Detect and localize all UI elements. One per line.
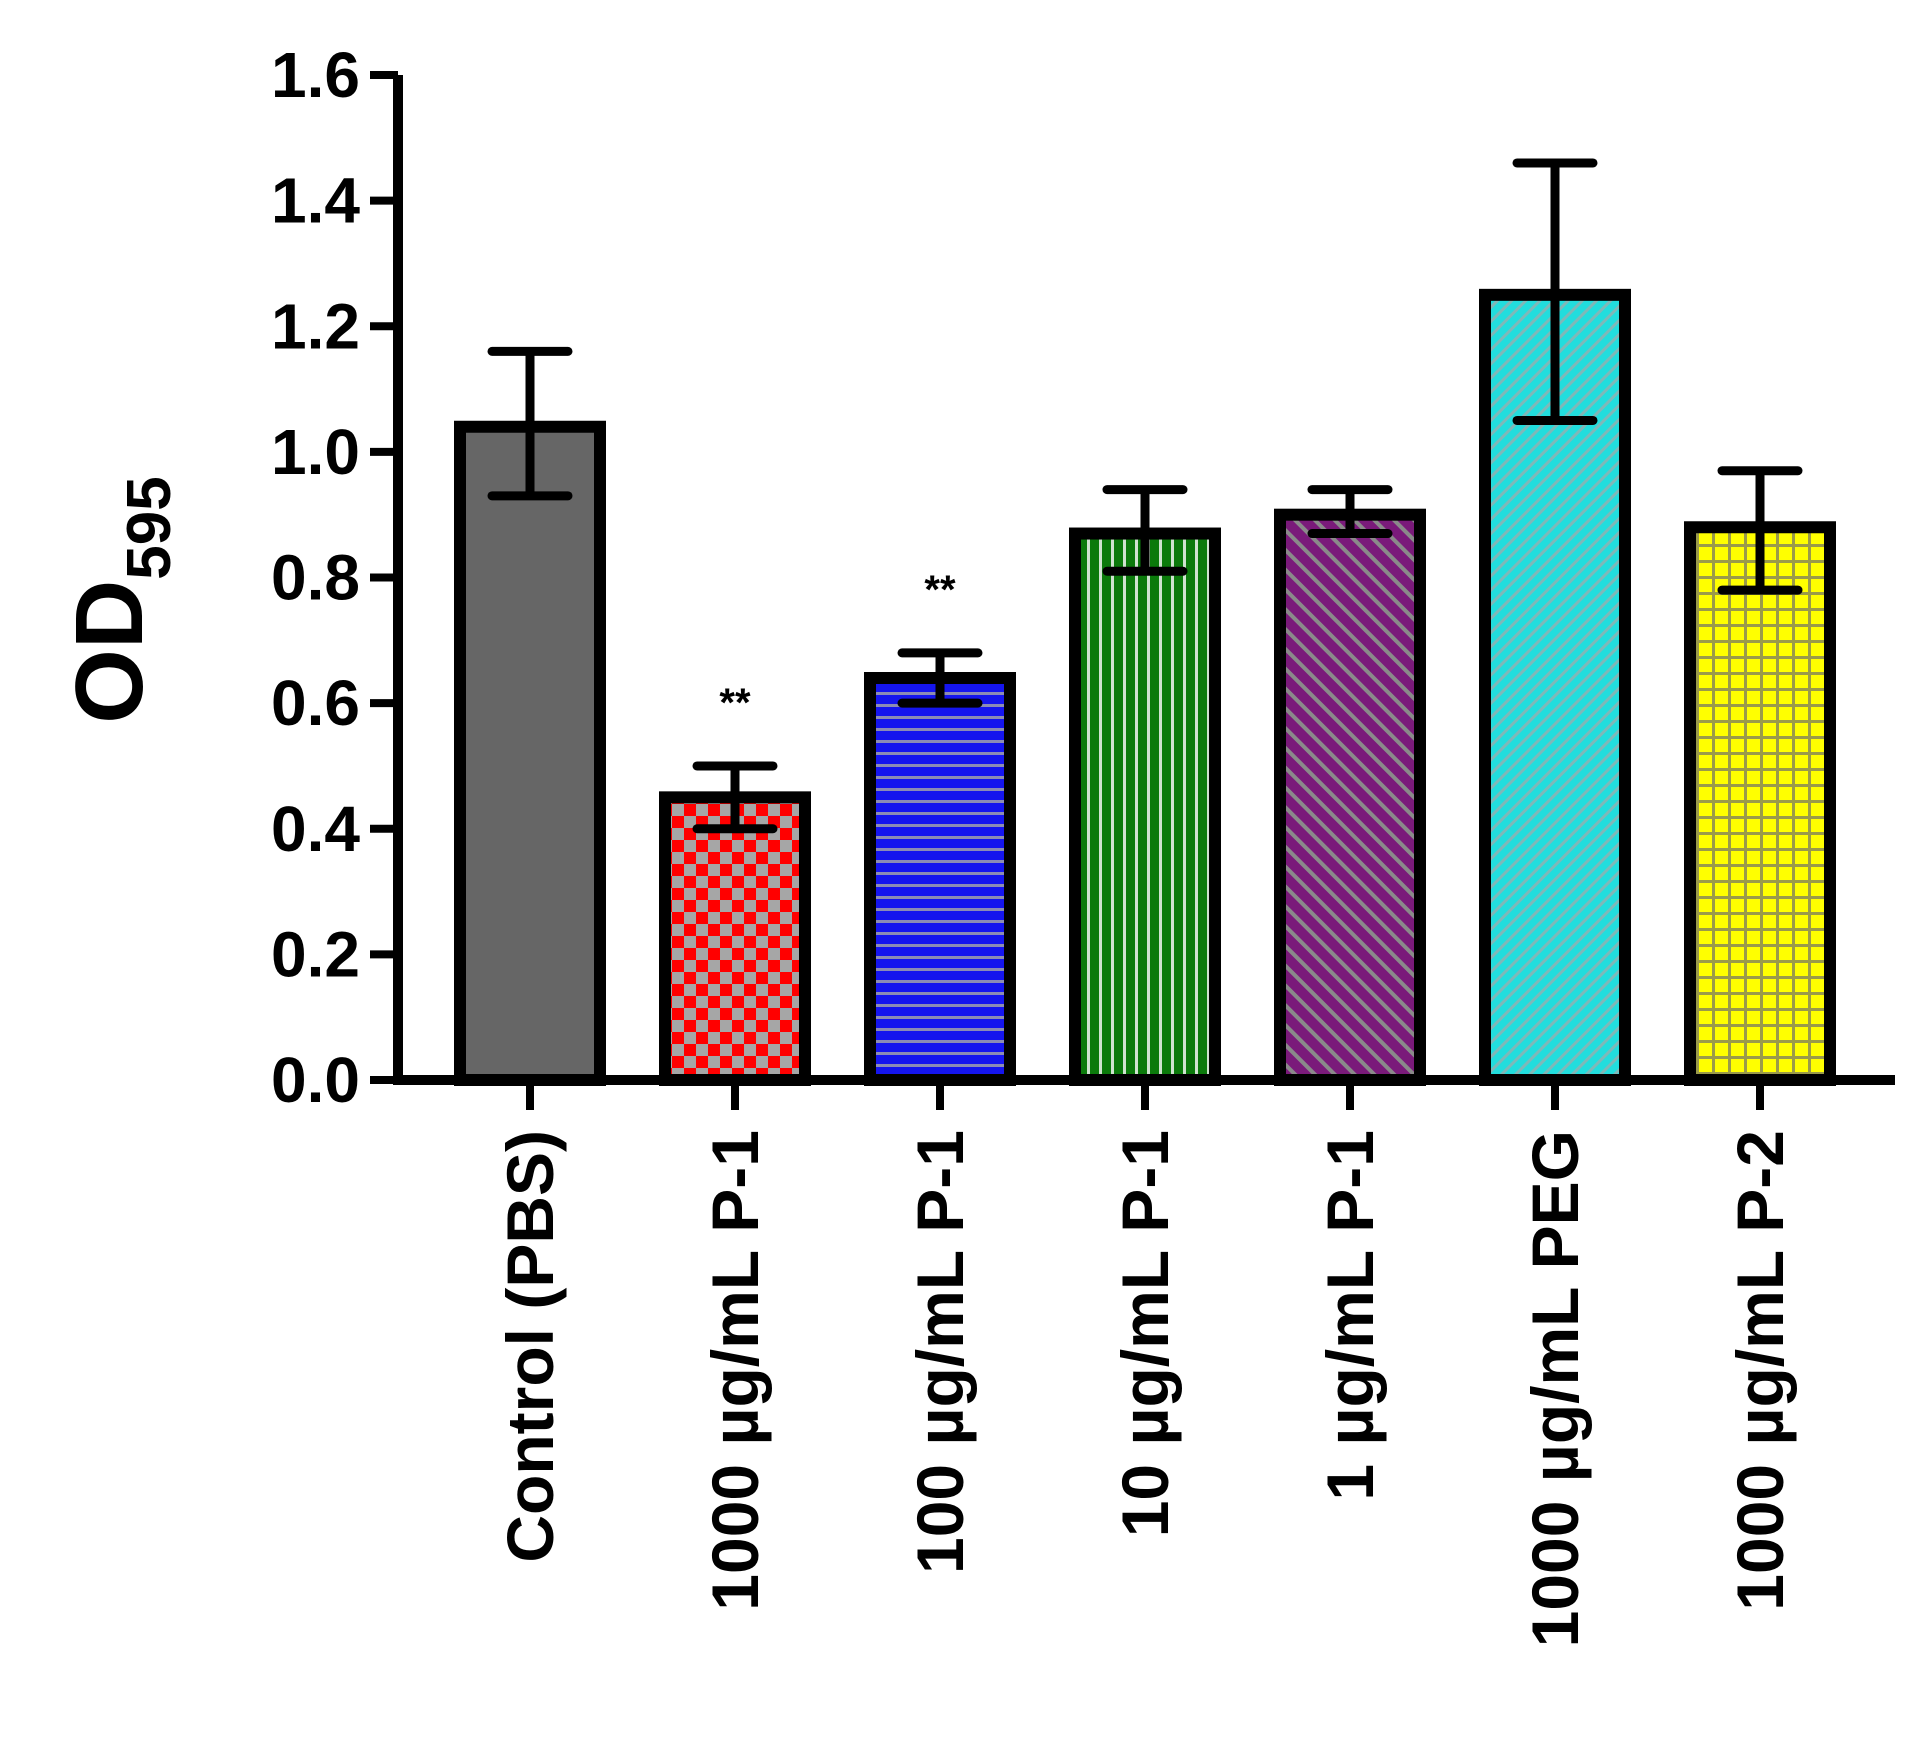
y-tick-label: 0.0: [271, 1044, 360, 1116]
y-tick-label: 0.8: [271, 542, 360, 614]
annotations-group: ** **: [719, 568, 956, 725]
x-axis-ticks: Control (PBS) 1000 µg/mL P-1 100 µg/mL P-1…: [493, 1080, 1797, 1647]
bar: [659, 791, 811, 1086]
x-tick-label: 1000 µg/mL P-1: [698, 1130, 772, 1611]
bar: [454, 420, 606, 1086]
bar: [1069, 527, 1221, 1086]
x-tick-label: 1000 µg/mL PEG: [1518, 1130, 1592, 1647]
y-tick-label: 1.2: [271, 290, 360, 362]
bar: [1684, 521, 1836, 1086]
error-bars-group: [487, 158, 1803, 834]
y-tick-label: 0.2: [271, 918, 360, 990]
y-tick-label: 1.4: [271, 165, 360, 237]
bar: [864, 672, 1016, 1086]
y-tick-label: 0.4: [271, 793, 360, 865]
y-tick-label: 1.0: [271, 416, 360, 488]
bar: [1274, 508, 1426, 1086]
y-axis-label: OD595: [56, 476, 184, 723]
y-axis-ticks: 0.0 0.2 0.4 0.6 0.8 1.0 1.2 1.4 1.6: [271, 39, 398, 1116]
x-tick-label: 1 µg/mL P-1: [1313, 1130, 1387, 1501]
y-axis-label-subscript: 595: [115, 476, 184, 579]
plot-area: ** ** 0.0 0.2 0.4 0.6 0.8 1.0 1.2 1.4 1.6 Control…: [271, 39, 1895, 1647]
significance-annotation: **: [719, 681, 751, 725]
x-tick-label: 1000 µg/mL P-2: [1723, 1130, 1797, 1611]
x-tick-label: 10 µg/mL P-1: [1108, 1130, 1182, 1537]
y-tick-label: 1.6: [271, 39, 360, 111]
y-axis-label-main: OD: [56, 580, 163, 724]
x-tick-label: 100 µg/mL P-1: [903, 1130, 977, 1574]
bars-group: [454, 288, 1836, 1086]
y-tick-label: 0.6: [271, 667, 360, 739]
significance-annotation: **: [924, 568, 956, 612]
x-tick-label: Control (PBS): [493, 1130, 567, 1563]
